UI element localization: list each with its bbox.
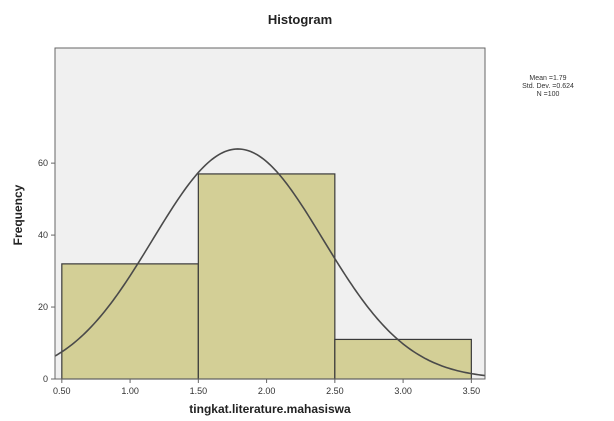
y-tick-label-20: 20: [38, 302, 48, 312]
normal-curve: [54, 148, 486, 377]
y-axis-label: Frequency: [11, 184, 25, 245]
x-tick-label-0.50: 0.50: [53, 386, 71, 396]
chart-title: Histogram: [268, 12, 332, 27]
plot-frame: [54, 47, 486, 380]
x-tick-label-1.50: 1.50: [190, 386, 208, 396]
x-tick-label-2.00: 2.00: [258, 386, 276, 396]
stats-line-3: N =100: [537, 91, 560, 98]
y-tick-label-0: 0: [43, 374, 48, 384]
x-tick-label-3.50: 3.50: [463, 386, 481, 396]
x-axis-label: tingkat.literature.mahasiswa: [189, 402, 351, 416]
y-tick-label-40: 40: [38, 230, 48, 240]
stats-line-2: Std. Dev. =0.624: [522, 83, 574, 90]
histogram-bar-3: [334, 338, 472, 380]
histogram-bar-2: [197, 173, 336, 380]
histogram-bar-1: [61, 263, 199, 380]
x-tick-label-1.00: 1.00: [121, 386, 139, 396]
stats-line-1: Mean =1.79: [529, 75, 566, 82]
x-tick-label-3.00: 3.00: [394, 386, 412, 396]
y-tick-label-60: 60: [38, 158, 48, 168]
x-tick-label-2.50: 2.50: [326, 386, 344, 396]
